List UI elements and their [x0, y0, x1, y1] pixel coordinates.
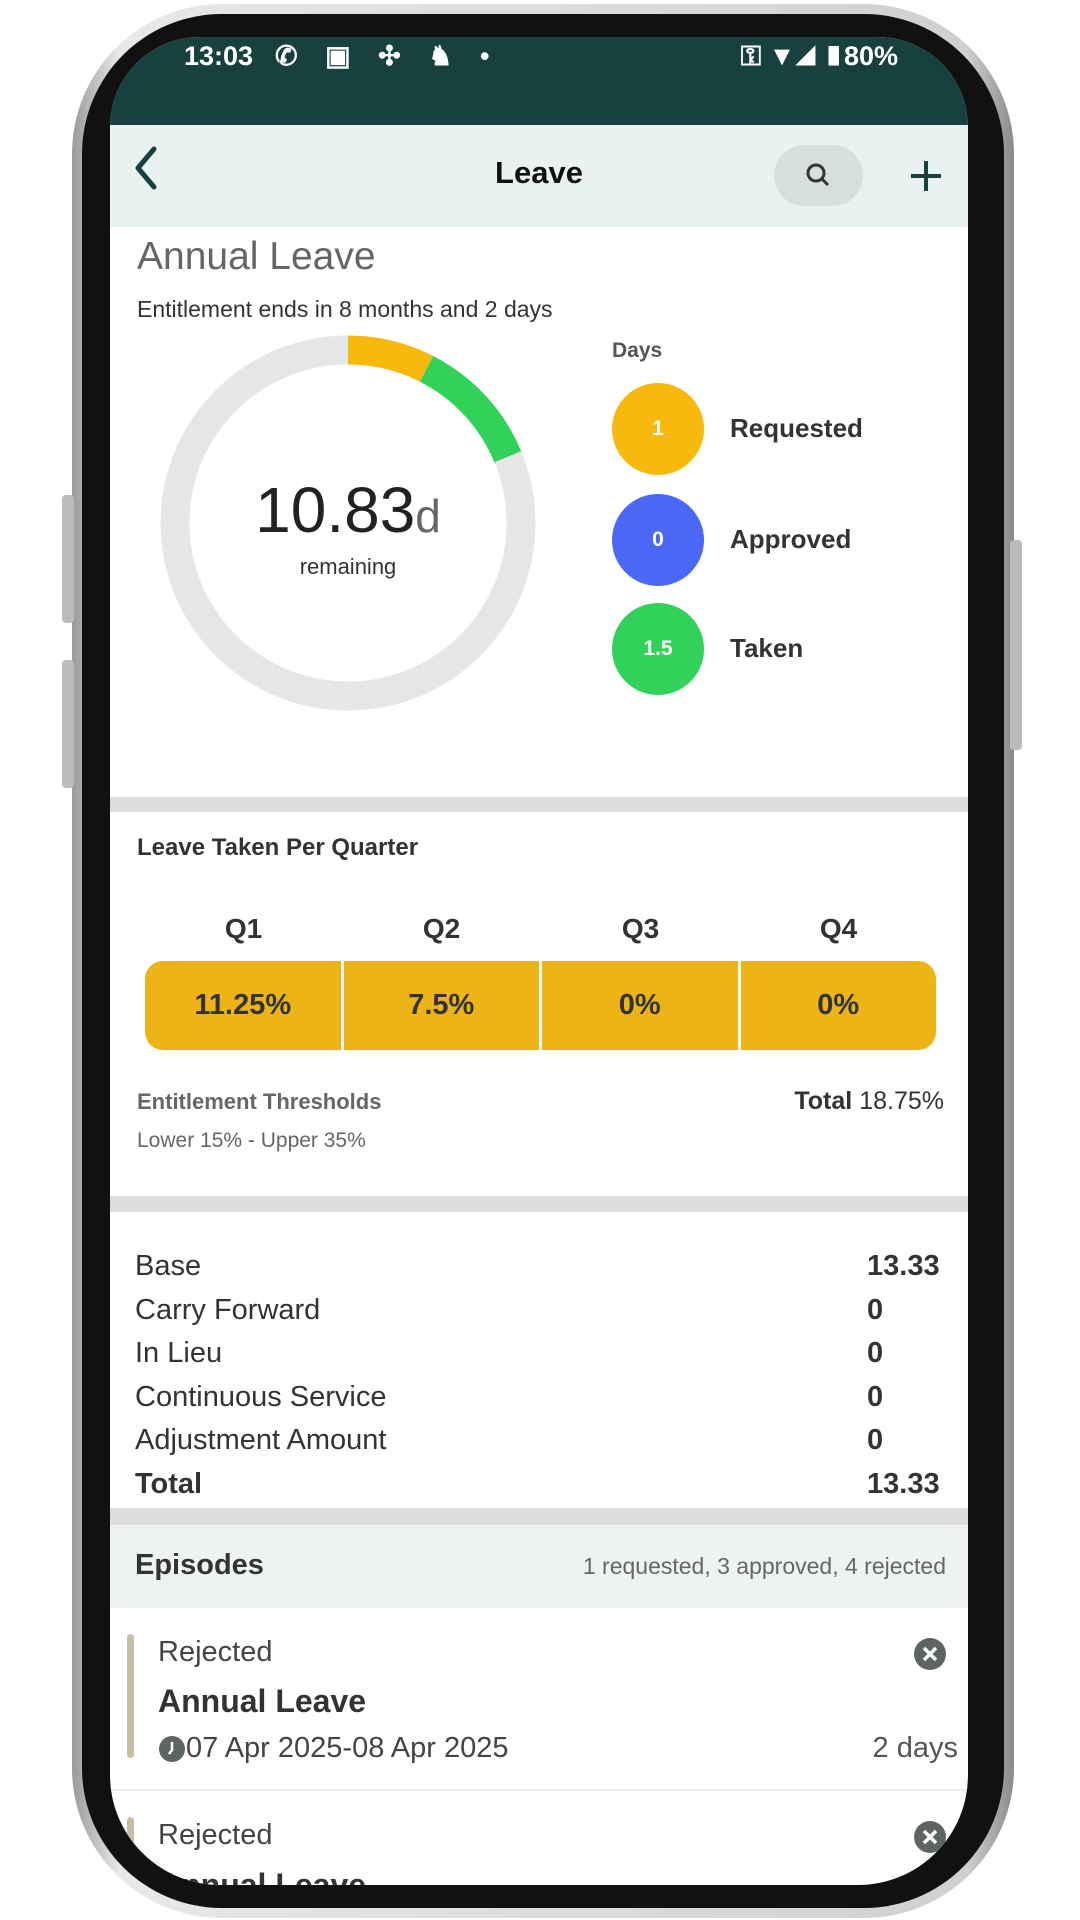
remaining-value: 10.83: [255, 474, 416, 546]
quarter-bar: 11.25% 7.5% 0% 0%: [145, 961, 936, 1050]
total-label: Total: [794, 1087, 853, 1115]
episode-type: Annual Leave: [158, 1867, 367, 1885]
approved-label: Approved: [730, 524, 852, 554]
page-title: Leave: [495, 155, 583, 190]
remaining-readout: 10.83d: [170, 473, 526, 547]
quarter-label: Q1: [224, 913, 263, 944]
donut-segment-taken: [419, 355, 522, 463]
breakdown-label: In Lieu: [135, 1337, 223, 1369]
requested-count-badge: 1: [612, 383, 704, 475]
breakdown-label: Adjustment Amount: [135, 1424, 387, 1456]
episodes-summary: 1 requested, 3 approved, 4 rejected: [582, 1553, 946, 1579]
status-bar: 13:03 ✆ ▣ ✣ ♞ • ⚿ ▼◢ ▮80%: [110, 37, 968, 125]
approved-count-badge: 0: [612, 494, 704, 586]
donut-segment-remaining: [160, 335, 536, 711]
status-indicator-bar: [127, 1634, 134, 1758]
taken-count-badge: 1.5: [612, 603, 704, 695]
donut-segment-requested: [347, 335, 434, 382]
clock-icon: [159, 1735, 185, 1762]
quarters-total: Total 18.75%: [794, 1087, 944, 1116]
quarter-value: 0%: [542, 961, 738, 1050]
system-icons: ⚿ ▼◢ ▮: [740, 41, 844, 71]
remaining-unit: d: [415, 490, 441, 542]
thresholds-text: Lower 15% - Upper 35%: [137, 1129, 366, 1152]
quarter-label: Q3: [621, 913, 660, 944]
rejected-x-icon: [912, 1636, 948, 1677]
phone-volume-up: [62, 495, 74, 623]
episode-type: Annual Leave: [158, 1683, 367, 1719]
breakdown-row: Base 13.33: [135, 1250, 947, 1283]
breakdown-value: 0: [867, 1337, 884, 1369]
search-button[interactable]: [774, 145, 863, 206]
breakdown-row: Continuous Service 0: [135, 1381, 947, 1414]
status-time: 13:03: [184, 41, 254, 71]
quarter-value: 7.5%: [343, 961, 539, 1050]
thresholds-title: Entitlement Thresholds: [137, 1089, 382, 1114]
remaining-donut-chart: [160, 335, 536, 711]
add-button[interactable]: [906, 141, 946, 223]
breakdown-label: Base: [135, 1250, 202, 1282]
breakdown-value: 0: [867, 1381, 884, 1413]
days-label: Days: [612, 339, 663, 362]
breakdown-label: Total: [135, 1468, 203, 1500]
episode-status: Rejected: [158, 1636, 273, 1668]
rejected-x-icon: [912, 1819, 948, 1860]
status-right: ⚿ ▼◢ ▮80%: [741, 41, 898, 73]
total-value: 18.75%: [859, 1087, 944, 1115]
breakdown-total-row: Total 13.33: [135, 1468, 947, 1501]
battery-level: 80%: [843, 41, 898, 71]
taken-label: Taken: [730, 633, 804, 663]
search-icon: [806, 163, 830, 187]
plus-icon: [911, 161, 941, 191]
breakdown-value: 0: [867, 1424, 884, 1456]
quarter-label: Q2: [422, 913, 461, 944]
remaining-label: remaining: [299, 554, 397, 579]
episode-card[interactable]: Rejected Annual Leave: [110, 1793, 968, 1885]
section-divider: [110, 1196, 968, 1212]
breakdown-row: Carry Forward 0: [135, 1294, 947, 1327]
app-header: Leave: [110, 125, 968, 227]
breakdown-value: 0: [867, 1294, 884, 1326]
entitlement-text: Entitlement ends in 8 months and 2 days: [137, 296, 553, 322]
requested-label: Requested: [730, 413, 863, 443]
breakdown-label: Carry Forward: [135, 1294, 321, 1326]
breakdown-row: Adjustment Amount 0: [135, 1424, 947, 1457]
quarter-label: Q4: [819, 913, 858, 944]
quarter-value: 0%: [740, 961, 936, 1050]
breakdown-value: 13.33: [867, 1250, 940, 1282]
breakdown-label: Continuous Service: [135, 1381, 387, 1413]
quarters-title: Leave Taken Per Quarter: [137, 834, 419, 861]
notification-icons: ✆ ▣ ✣ ♞ •: [275, 41, 500, 71]
episode-status: Rejected: [158, 1819, 273, 1851]
quarter-value: 11.25%: [145, 961, 341, 1050]
leave-type-title: Annual Leave: [137, 235, 376, 278]
phone-volume-down: [62, 660, 74, 788]
status-indicator-bar: [127, 1817, 134, 1885]
section-divider: [110, 1508, 968, 1525]
breakdown-row: In Lieu 0: [135, 1337, 947, 1370]
phone-power-button: [1010, 540, 1022, 750]
section-divider: [110, 797, 968, 812]
screen: 13:03 ✆ ▣ ✣ ♞ • ⚿ ▼◢ ▮80% Leave Annual L…: [110, 37, 968, 1885]
episode-dates: 07 Apr 2025-08 Apr 2025: [186, 1732, 509, 1764]
episode-card[interactable]: Rejected Annual Leave 07 Apr 2025-08 Apr…: [110, 1608, 968, 1791]
episodes-header: Episodes 1 requested, 3 approved, 4 reje…: [110, 1525, 968, 1608]
chevron-left-icon[interactable]: [130, 143, 160, 205]
episode-duration: 2 days: [872, 1732, 958, 1764]
breakdown-value: 13.33: [867, 1468, 940, 1500]
episodes-title: Episodes: [135, 1549, 264, 1581]
episode-dates-row: 07 Apr 2025-08 Apr 2025: [158, 1732, 508, 1765]
